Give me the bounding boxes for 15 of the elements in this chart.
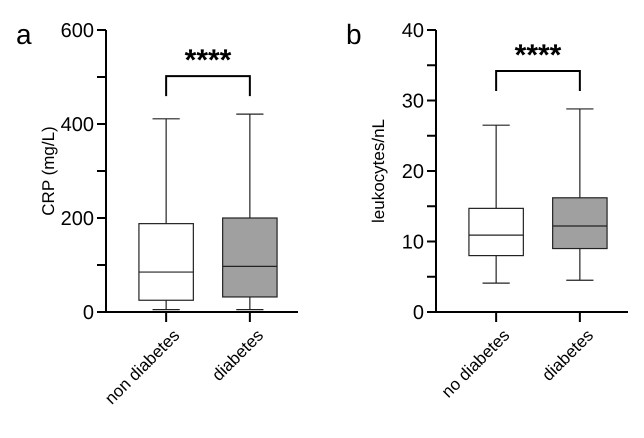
chart-title: b [346,19,362,50]
y-tick-label: 30 [402,90,424,112]
y-tick-label: 10 [402,232,424,254]
y-axis-title: leukocytes/nL [369,119,388,223]
chart-title: a [16,19,32,50]
annotation: **** [184,44,232,78]
y-tick-label: 20 [402,161,424,183]
y-tick-label: 0 [412,302,424,324]
y-tick-label: 400 [60,114,94,136]
annotation: **** [514,38,562,72]
y-tick-label: 200 [60,208,94,230]
y-tick-label: 0 [82,302,94,324]
y-tick-label: 600 [60,20,94,42]
y-axis-title: CRP (mg/L) [39,126,58,216]
y-tick-label: 40 [402,20,424,42]
